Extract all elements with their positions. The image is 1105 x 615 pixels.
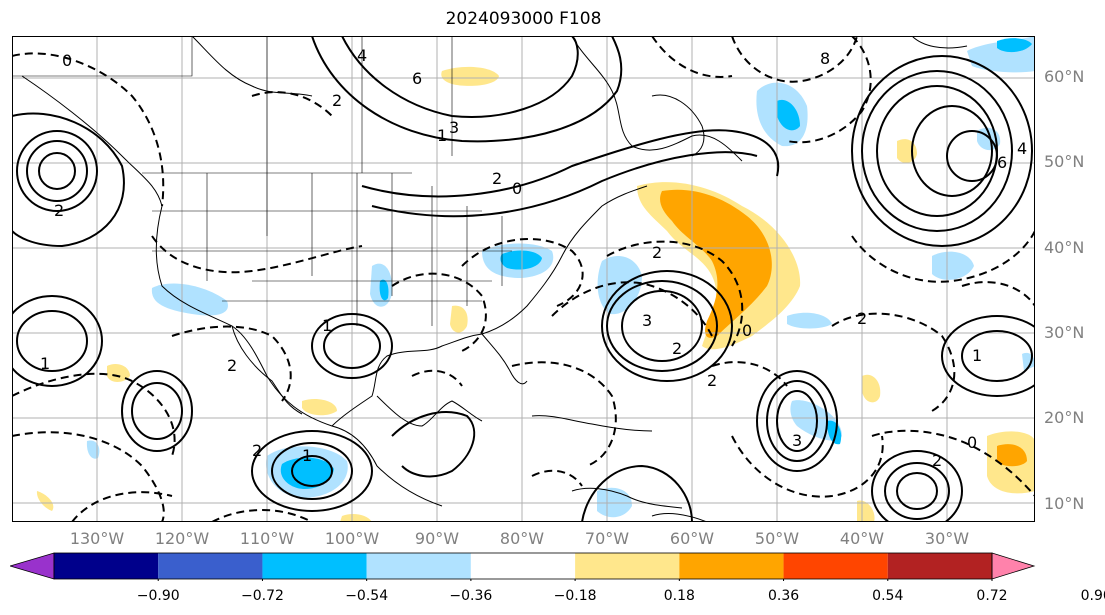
contour-label: 2 bbox=[54, 201, 64, 220]
colorbar-tick-label: −0.54 bbox=[345, 588, 389, 604]
negative-shading bbox=[86, 440, 100, 459]
positive-shading bbox=[857, 500, 875, 522]
colorbar-cell bbox=[366, 553, 471, 579]
contour-label: 4 bbox=[1017, 139, 1027, 158]
colorbar-cell bbox=[575, 553, 680, 579]
contour-label: 0 bbox=[742, 321, 752, 340]
negative-shading bbox=[997, 38, 1032, 53]
positive-shading bbox=[450, 305, 468, 333]
contour-label: 0 bbox=[512, 179, 522, 198]
colorbar-cell bbox=[679, 553, 784, 579]
contour-label: 1 bbox=[302, 446, 312, 465]
colorbar-cell bbox=[783, 553, 888, 579]
colorbar-cell bbox=[887, 553, 992, 579]
lon-label: 120°W bbox=[154, 529, 210, 548]
graticule bbox=[12, 36, 1035, 522]
contour-label: 0 bbox=[62, 51, 72, 70]
contour-label: 2 bbox=[332, 91, 342, 110]
lat-label: 40°N bbox=[1044, 238, 1085, 257]
contour-label: 3 bbox=[642, 311, 652, 330]
colorbar-tick-label: 0.90 bbox=[1080, 588, 1105, 604]
negative-shading bbox=[777, 99, 800, 131]
contour-label: 2 bbox=[672, 339, 682, 358]
negative-shading bbox=[787, 312, 832, 329]
positive-shading bbox=[862, 374, 881, 403]
colorbar-cell bbox=[158, 553, 263, 579]
contour-label: 4 bbox=[357, 46, 367, 65]
lon-label: 130°W bbox=[69, 529, 125, 548]
lon-label: 30°W bbox=[924, 529, 970, 548]
lat-label: 50°N bbox=[1044, 152, 1085, 171]
lon-label: 50°W bbox=[754, 529, 800, 548]
contours-solid bbox=[12, 36, 1035, 522]
negative-shading bbox=[932, 251, 974, 280]
contour-label: 1 bbox=[322, 316, 332, 335]
colorbar-tick-label: −0.72 bbox=[240, 588, 284, 604]
negative-shading bbox=[500, 250, 542, 270]
contours-dashed bbox=[12, 36, 1035, 522]
contour-label: 6 bbox=[412, 69, 422, 88]
lon-label: 90°W bbox=[414, 529, 460, 548]
contour-label: 8 bbox=[820, 49, 830, 68]
lon-label: 110°W bbox=[239, 529, 295, 548]
weather-map: 0 2 4 6 2 1 3 8 6 4 2 0 2 3 2 1 3 2 1 0 … bbox=[12, 36, 1035, 522]
colorbar-tick-label: −0.36 bbox=[449, 588, 493, 604]
contour-label: 2 bbox=[652, 243, 662, 262]
colorbar-tick-label: 0.18 bbox=[663, 588, 695, 604]
positive-shading bbox=[36, 491, 54, 511]
positive-shading bbox=[660, 189, 772, 338]
positive-shading bbox=[107, 364, 130, 382]
contour-label: 2 bbox=[227, 356, 237, 375]
contour-labels: 0 2 4 6 2 1 3 8 6 4 2 0 2 3 2 1 3 2 1 0 … bbox=[40, 46, 1027, 470]
contour-label: 1 bbox=[437, 126, 447, 145]
colorbar-tick-label: 0.54 bbox=[872, 588, 904, 604]
lon-label: 60°W bbox=[669, 529, 715, 548]
shaded-fields bbox=[36, 36, 1035, 522]
contour-label: 2 bbox=[492, 169, 502, 188]
colorbar-cell bbox=[470, 553, 576, 579]
positive-shading bbox=[441, 66, 499, 86]
colorbar-cell bbox=[54, 553, 159, 579]
colorbar-tick-label: −0.18 bbox=[553, 588, 597, 604]
contour-label: 2 bbox=[707, 371, 717, 390]
lat-label: 10°N bbox=[1044, 494, 1085, 513]
negative-shading bbox=[597, 487, 632, 518]
lon-label: 80°W bbox=[499, 529, 545, 548]
lat-label: 30°N bbox=[1044, 323, 1085, 342]
negative-shading bbox=[151, 283, 228, 316]
contour-label: 1 bbox=[40, 354, 50, 373]
contour-label: 3 bbox=[449, 118, 459, 137]
colorbar-extend-high bbox=[991, 552, 1036, 580]
positive-shading bbox=[302, 399, 337, 416]
contour-label: 2 bbox=[932, 451, 942, 470]
colorbar-extend-low bbox=[10, 552, 55, 580]
negative-shading bbox=[379, 279, 389, 301]
lat-label: 20°N bbox=[1044, 408, 1085, 427]
colorbar-tick-label: −0.90 bbox=[136, 588, 180, 604]
lat-label: 60°N bbox=[1044, 67, 1085, 86]
map-title: 2024093000 F108 bbox=[445, 9, 602, 29]
contour-label: 3 bbox=[792, 431, 802, 450]
positive-shading bbox=[340, 514, 372, 522]
contour-label: 0 bbox=[967, 433, 977, 452]
contour-label: 1 bbox=[972, 346, 982, 365]
contour-label: 2 bbox=[857, 309, 867, 328]
lon-label: 100°W bbox=[324, 529, 380, 548]
lon-label: 40°W bbox=[839, 529, 885, 548]
colorbar-cell bbox=[262, 553, 367, 579]
colorbar-tick-label: 0.36 bbox=[767, 588, 800, 604]
colorbar bbox=[10, 552, 1036, 581]
positive-shading bbox=[997, 444, 1027, 467]
contour-label: 2 bbox=[252, 441, 262, 460]
lon-label: 70°W bbox=[584, 529, 630, 548]
contour-label: 6 bbox=[997, 153, 1007, 172]
borders bbox=[12, 36, 512, 326]
colorbar-tick-label: 0.72 bbox=[976, 588, 1008, 604]
